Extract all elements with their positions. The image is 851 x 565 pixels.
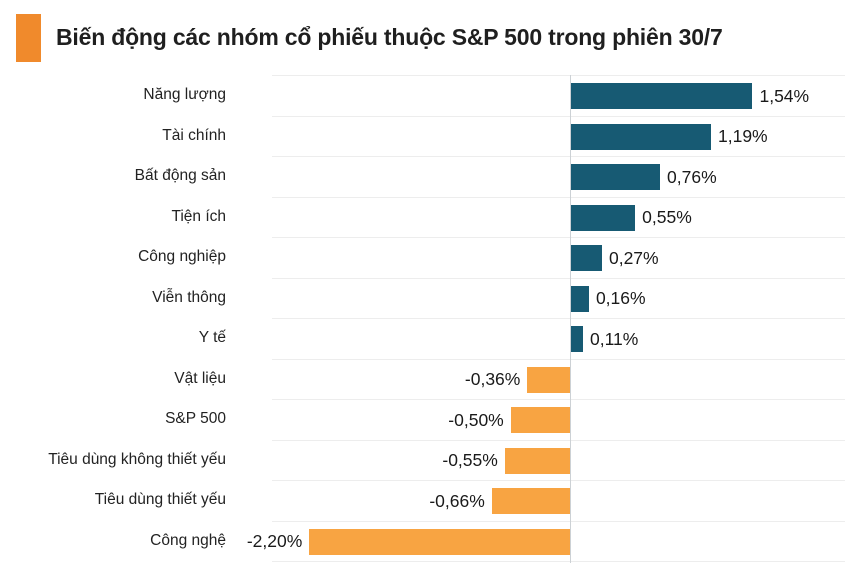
chart-row: Tiện ích 0,55%: [0, 196, 851, 238]
plot-area: 0,11%: [272, 318, 845, 359]
bar-chart: Năng lượng 1,54% Tài chính 1,19% Bất động sả…: [0, 75, 851, 563]
chart-rows: Năng lượng 1,54% Tài chính 1,19% Bất động sả…: [0, 75, 851, 561]
bar-positive: [570, 245, 602, 271]
value-label: -2,20%: [246, 531, 303, 552]
category-label: Viễn thông: [152, 288, 226, 306]
plot-area: -0,50%: [272, 399, 845, 440]
title-accent-bar: [16, 13, 41, 62]
chart-row: Tiêu dùng không thiết yếu -0,55%: [0, 439, 851, 481]
value-label: 1,19%: [718, 126, 768, 147]
category-label: Tài chính: [162, 126, 226, 144]
plot-area: -0,36%: [272, 358, 845, 400]
value-label: 0,55%: [642, 207, 692, 228]
bar-positive: [570, 123, 711, 150]
plot-area: 0,55%: [272, 196, 845, 238]
bar-negative: [527, 366, 570, 393]
plot-area: 0,16%: [272, 277, 845, 319]
value-label: 0,11%: [590, 328, 639, 349]
bar-positive: [570, 164, 661, 190]
value-label: 0,16%: [595, 288, 646, 309]
chart-header: Biến động các nhóm cổ phiếu thuộc S&P 50…: [0, 0, 851, 75]
bottom-gridline: [272, 561, 845, 562]
chart-row: Năng lượng 1,54%: [0, 75, 851, 116]
category-label: Bất động sản: [134, 167, 226, 185]
bar-positive: [570, 204, 636, 231]
category-label: Vật liệu: [174, 369, 226, 387]
value-label: -0,55%: [442, 450, 498, 471]
chart-row: Tiêu dùng thiết yếu -0,66%: [0, 480, 851, 521]
category-label: Tiện ích: [171, 207, 226, 225]
category-label: Năng lượng: [143, 86, 226, 104]
category-label: Công nghệ: [150, 531, 226, 549]
value-label: 0,27%: [608, 247, 659, 268]
chart-row: Y tế 0,11%: [0, 318, 851, 359]
category-label: Y tế: [198, 329, 226, 347]
bar-negative: [309, 528, 570, 555]
value-label: -0,36%: [464, 369, 521, 390]
chart-title: Biến động các nhóm cổ phiếu thuộc S&P 50…: [56, 24, 723, 50]
value-label: 0,76%: [667, 166, 717, 187]
plot-area: -0,66%: [272, 480, 845, 521]
bar-positive: [570, 83, 753, 109]
bar-negative: [491, 488, 570, 514]
chart-row: Công nghiệp 0,27%: [0, 237, 851, 278]
plot-area: -2,20%: [247, 520, 845, 562]
zero-axis-line: [570, 75, 571, 563]
chart-row: S&P 500 -0,50%: [0, 399, 851, 440]
chart-row: Công nghệ -2,20%: [0, 520, 851, 562]
plot-area: 1,19%: [272, 115, 845, 157]
value-label: 1,54%: [759, 85, 810, 106]
category-label: Tiêu dùng không thiết yếu: [48, 450, 226, 468]
bar-negative: [504, 447, 570, 474]
bar-positive: [570, 285, 589, 312]
chart-row: Vật liệu -0,36%: [0, 358, 851, 400]
value-label: -0,66%: [429, 490, 485, 511]
bar-positive: [570, 326, 584, 352]
chart-row: Viễn thông 0,16%: [0, 277, 851, 319]
chart-row: Tài chính 1,19%: [0, 115, 851, 157]
category-label: Tiêu dùng thiết yếu: [94, 491, 226, 509]
bar-negative: [510, 407, 570, 433]
chart-row: Bất động sản 0,76%: [0, 156, 851, 197]
plot-area: -0,55%: [272, 439, 845, 481]
category-label: S&P 500: [165, 410, 226, 428]
plot-area: 0,27%: [272, 237, 845, 278]
category-label: Công nghiệp: [138, 248, 226, 266]
plot-area: 0,76%: [272, 156, 845, 197]
value-label: -0,50%: [448, 409, 504, 430]
plot-area: 1,54%: [272, 75, 845, 116]
